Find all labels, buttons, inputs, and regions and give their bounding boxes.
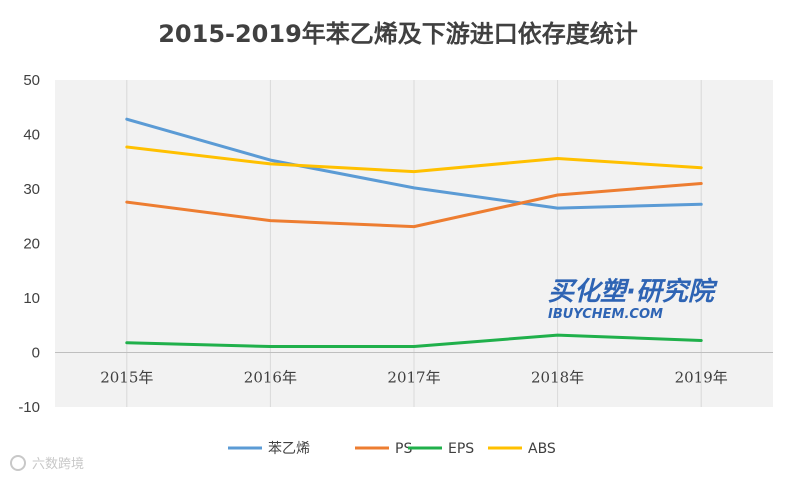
source-label: 六数跨境 (32, 457, 84, 472)
y-tick-label: 40 (23, 127, 40, 144)
x-tick-label: 2018年 (531, 369, 584, 387)
x-tick-label: 2016年 (244, 369, 297, 387)
series-line-4 (125, 145, 703, 174)
x-tick-label: 2015年 (100, 369, 153, 387)
x-tick-label: 2017年 (387, 369, 440, 387)
y-tick-label: 30 (23, 181, 40, 198)
legend-label-4: ABS (528, 441, 556, 457)
legend-label-2: PS (395, 441, 412, 457)
series-line-2 (125, 182, 703, 229)
chart-title: 2015-2019年苯乙烯及下游进口依存度统计 (158, 20, 638, 48)
watermark-sub-text: IBUYCHEM.COM (548, 307, 663, 322)
y-tick-label: 0 (32, 345, 40, 362)
watermark-main-text: 买化塑·研究院 (548, 277, 718, 307)
grid-lines (55, 80, 773, 407)
legend: 苯乙烯 PS EPS ABS (228, 440, 556, 457)
y-axis-ticks: -10 0 10 20 30 40 50 (18, 72, 40, 416)
watermark: 买化塑·研究院 IBUYCHEM.COM (548, 277, 718, 322)
x-tick-label: 2019年 (675, 369, 728, 387)
legend-label-3: EPS (448, 441, 474, 457)
x-axis-ticks: 2015年 2016年 2017年 2018年 2019年 (100, 369, 728, 387)
legend-label-1: 苯乙烯 (268, 440, 310, 457)
y-tick-label: -10 (18, 399, 40, 416)
series-line-1 (125, 117, 703, 210)
y-tick-label: 20 (23, 236, 40, 253)
y-tick-label: 10 (23, 290, 40, 307)
source-logo-icon (10, 455, 26, 471)
y-tick-label: 50 (23, 72, 40, 89)
source-badge: 六数跨境 (10, 455, 84, 472)
series-lines (125, 117, 703, 348)
series-line-3 (125, 333, 703, 348)
